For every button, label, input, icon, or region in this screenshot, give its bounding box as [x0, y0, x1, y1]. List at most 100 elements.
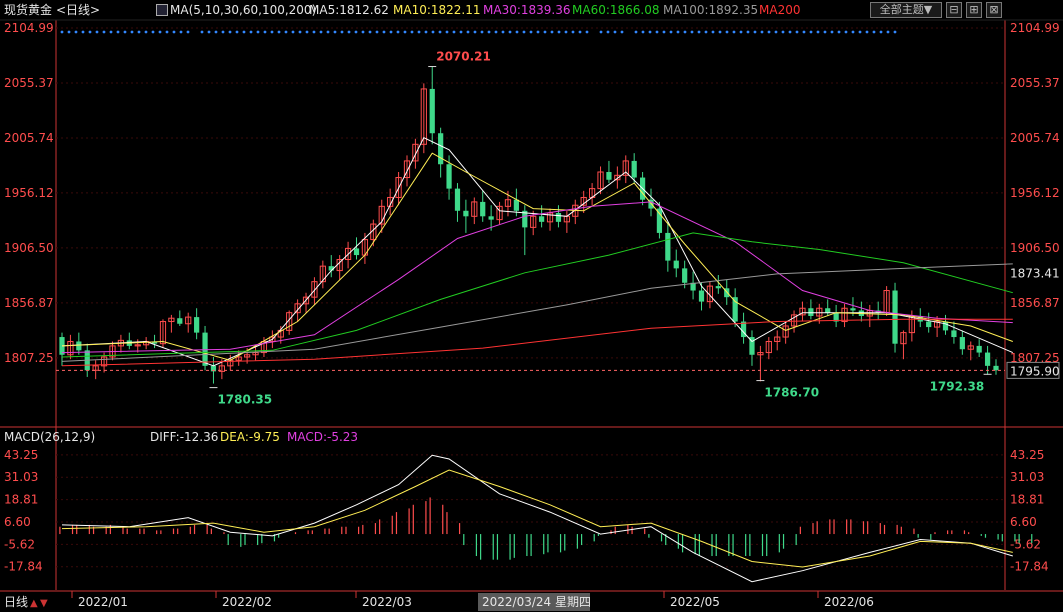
marker-dot	[151, 30, 155, 34]
candle-body	[403, 160, 411, 179]
marker-dot	[732, 30, 736, 34]
close-button[interactable]: ⊠	[986, 2, 1002, 18]
marker-dot	[74, 30, 78, 34]
header-bar: 现货黄金 <日线> MA(5,10,30,60,100,200) MA5:181…	[0, 0, 1063, 20]
marker-dot	[718, 30, 722, 34]
current-price-label: 1795.90	[1010, 364, 1060, 378]
collapse-button[interactable]: ⊟	[946, 2, 962, 18]
ma30-value: MA30:1839.36	[483, 3, 571, 17]
marker-dot	[137, 30, 141, 34]
marker-dot	[781, 30, 785, 34]
marker-dot	[606, 30, 610, 34]
marker-dot	[354, 30, 358, 34]
marker-dot	[277, 30, 281, 34]
price-annotation: 1792.38	[930, 379, 985, 393]
marker-dot	[872, 30, 876, 34]
y-tick-left: 1856.87	[4, 296, 54, 310]
indicator-settings-icon[interactable]	[156, 4, 168, 16]
marker-dot	[543, 30, 547, 34]
y-tick-left: 2055.37	[4, 76, 54, 90]
candle-body	[378, 205, 385, 225]
y-tick-left: 2005.74	[4, 131, 54, 145]
marker-dot	[858, 30, 862, 34]
marker-dot	[648, 30, 652, 34]
marker-dot	[711, 30, 715, 34]
marker-dot	[725, 30, 729, 34]
candle-body	[740, 321, 747, 338]
scroll-down-icon[interactable]: ▼	[40, 598, 48, 609]
candle-body	[715, 286, 721, 289]
macd-y-tick-left: -17.84	[4, 560, 43, 574]
price-annotation: 1786.70	[764, 386, 819, 400]
candle-body	[277, 329, 284, 338]
marker-dot	[410, 30, 414, 34]
y-tick-left: 1906.50	[4, 241, 54, 255]
x-tick-label: 2022/06	[824, 595, 874, 609]
ma100-value: MA100:1892.35	[663, 3, 759, 17]
marker-dot	[158, 30, 162, 34]
y-tick-right: 2005.74	[1010, 131, 1060, 145]
marker-dot	[305, 30, 309, 34]
marker-dot	[417, 30, 421, 34]
candle-body	[850, 308, 856, 311]
candle-body	[951, 330, 957, 338]
crosshair-date: 2022/03/24 星期四	[482, 595, 591, 609]
marker-dot	[844, 30, 848, 34]
candle-body	[488, 216, 494, 220]
candle-body	[412, 143, 419, 162]
theme-dropdown[interactable]: 全部主题▼	[870, 2, 942, 18]
marker-dot	[634, 30, 638, 34]
marker-dot	[494, 30, 498, 34]
marker-dot	[879, 30, 883, 34]
marker-dot	[746, 30, 750, 34]
marker-dot	[291, 30, 295, 34]
candle-body	[530, 215, 537, 228]
candle-body	[269, 336, 276, 342]
scroll-up-icon[interactable]: ▲	[30, 598, 38, 609]
dea-line	[61, 469, 1013, 568]
candle-body	[597, 171, 604, 190]
marker-dot	[396, 30, 400, 34]
diff-line	[61, 454, 1013, 583]
marker-dot	[256, 30, 260, 34]
candle-body	[606, 172, 612, 180]
ma-params[interactable]: MA(5,10,30,60,100,200)	[170, 3, 317, 17]
candle-body	[395, 177, 402, 198]
candle-body	[311, 281, 318, 298]
period-selector[interactable]: <日线>	[56, 3, 101, 17]
marker-dot	[837, 30, 841, 34]
x-tick-label: 2022/01	[78, 595, 128, 609]
marker-dot	[214, 30, 218, 34]
macd-y-tick-left: 6.60	[4, 515, 31, 529]
marker-dot	[557, 30, 561, 34]
candle-body	[706, 285, 714, 303]
marker-dot	[144, 30, 148, 34]
footer-period-label[interactable]: 日线	[4, 595, 28, 609]
marker-dot	[697, 30, 701, 34]
y-tick-left: 2104.99	[4, 21, 54, 35]
cursor-price-box	[1007, 264, 1059, 281]
instrument-name[interactable]: 现货黄金	[4, 3, 53, 17]
x-tick-label: 2022/03	[362, 595, 412, 609]
candle-body	[328, 266, 334, 271]
candle-body	[244, 354, 251, 358]
marker-dot	[60, 30, 64, 34]
macd-label: MACD(26,12,9)	[4, 430, 95, 444]
expand-button[interactable]: ⊞	[966, 2, 982, 18]
candle-body	[942, 321, 949, 331]
candle-body	[134, 344, 141, 347]
x-tick-label: 2022/05	[670, 595, 720, 609]
marker-dot	[704, 30, 708, 34]
candle-body	[522, 210, 528, 228]
ma10-value: MA10:1822.11	[393, 3, 481, 17]
candle-body	[446, 164, 452, 189]
marker-dot	[501, 30, 505, 34]
ma100-line	[61, 263, 1013, 362]
marker-dot	[431, 30, 435, 34]
candle-body	[151, 341, 158, 344]
marker-dot	[375, 30, 379, 34]
marker-dot	[522, 30, 526, 34]
marker-dot	[823, 30, 827, 34]
macd-y-tick-left: 31.03	[4, 470, 38, 484]
